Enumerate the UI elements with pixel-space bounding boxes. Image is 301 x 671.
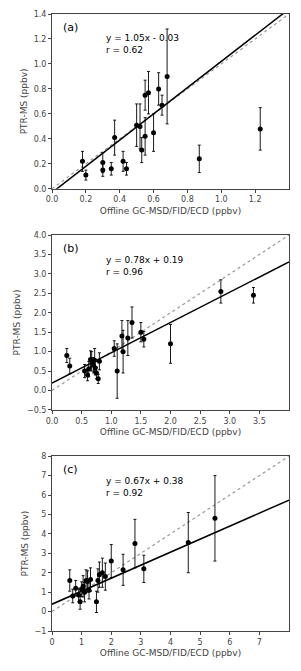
svg-text:0.4: 0.4 <box>113 195 126 204</box>
svg-text:PTR-MS (ppbv): PTR-MS (ppbv) <box>20 511 30 577</box>
svg-text:5: 5 <box>198 638 203 647</box>
svg-text:−1: −1 <box>35 627 47 636</box>
svg-text:1: 1 <box>79 638 84 647</box>
svg-text:4: 4 <box>41 530 46 539</box>
svg-text:7: 7 <box>41 471 46 480</box>
svg-text:3.5: 3.5 <box>34 250 47 259</box>
svg-text:y = 0.78x + 0.19r = 0.96: y = 0.78x + 0.19r = 0.96 <box>106 255 184 277</box>
svg-text:0.0: 0.0 <box>46 417 59 426</box>
svg-text:0.0: 0.0 <box>34 185 47 194</box>
svg-text:0.0: 0.0 <box>46 195 59 204</box>
svg-text:Offline GC-MSD/FID/ECD (ppbv): Offline GC-MSD/FID/ECD (ppbv) <box>100 206 241 216</box>
svg-text:y = 1.05x - 0.03r = 0.62: y = 1.05x - 0.03r = 0.62 <box>106 33 179 55</box>
svg-text:2.5: 2.5 <box>34 289 47 298</box>
svg-text:1: 1 <box>41 588 46 597</box>
svg-text:1.0: 1.0 <box>34 60 47 69</box>
svg-text:0.2: 0.2 <box>79 195 92 204</box>
svg-text:1.2: 1.2 <box>34 35 47 44</box>
svg-text:1.0: 1.0 <box>215 195 228 204</box>
svg-text:7: 7 <box>257 638 262 647</box>
svg-text:2.5: 2.5 <box>194 417 207 426</box>
svg-text:1.5: 1.5 <box>135 417 148 426</box>
svg-text:0.5: 0.5 <box>34 367 47 376</box>
svg-text:6: 6 <box>227 638 232 647</box>
svg-text:(a): (a) <box>63 21 78 34</box>
svg-text:2.0: 2.0 <box>34 309 47 318</box>
svg-text:4.0: 4.0 <box>34 231 47 240</box>
svg-text:3.0: 3.0 <box>223 417 236 426</box>
svg-text:5: 5 <box>41 510 46 519</box>
svg-text:4: 4 <box>168 638 173 647</box>
svg-text:0.8: 0.8 <box>181 195 194 204</box>
svg-text:−0.5: −0.5 <box>27 406 46 415</box>
svg-text:(b): (b) <box>63 242 79 255</box>
svg-text:1.5: 1.5 <box>34 328 47 337</box>
svg-text:1.4: 1.4 <box>34 10 47 19</box>
svg-text:Offline GC-MSD/FID/ECD (ppbv): Offline GC-MSD/FID/ECD (ppbv) <box>100 427 241 437</box>
svg-text:1.0: 1.0 <box>105 417 118 426</box>
svg-text:PTR-MS (ppbv): PTR-MS (ppbv) <box>19 68 29 134</box>
svg-text:y = 0.67x + 0.38r = 0.92: y = 0.67x + 0.38r = 0.92 <box>106 476 184 498</box>
svg-text:0.5: 0.5 <box>75 417 88 426</box>
svg-text:(c): (c) <box>63 463 78 476</box>
svg-text:0.0: 0.0 <box>34 386 47 395</box>
svg-text:2.0: 2.0 <box>164 417 177 426</box>
svg-text:3.5: 3.5 <box>253 417 266 426</box>
svg-text:0.6: 0.6 <box>147 195 160 204</box>
svg-text:8: 8 <box>41 452 46 461</box>
svg-text:3.0: 3.0 <box>34 270 47 279</box>
svg-text:0: 0 <box>49 638 54 647</box>
svg-text:0.2: 0.2 <box>34 160 47 169</box>
svg-text:0.4: 0.4 <box>34 135 47 144</box>
svg-text:3: 3 <box>41 549 46 558</box>
svg-text:0.6: 0.6 <box>34 110 47 119</box>
svg-text:0: 0 <box>41 607 46 616</box>
svg-text:6: 6 <box>41 491 46 500</box>
svg-text:1.0: 1.0 <box>34 347 47 356</box>
svg-text:3: 3 <box>138 638 143 647</box>
svg-text:1.2: 1.2 <box>249 195 262 204</box>
svg-text:PTR-MS (ppbv): PTR-MS (ppbv) <box>12 290 22 356</box>
svg-text:2: 2 <box>41 569 46 578</box>
svg-text:0.8: 0.8 <box>34 85 47 94</box>
svg-text:Offline GC-MSD/FID/ECD (ppbv): Offline GC-MSD/FID/ECD (ppbv) <box>100 648 241 658</box>
svg-text:2: 2 <box>109 638 114 647</box>
